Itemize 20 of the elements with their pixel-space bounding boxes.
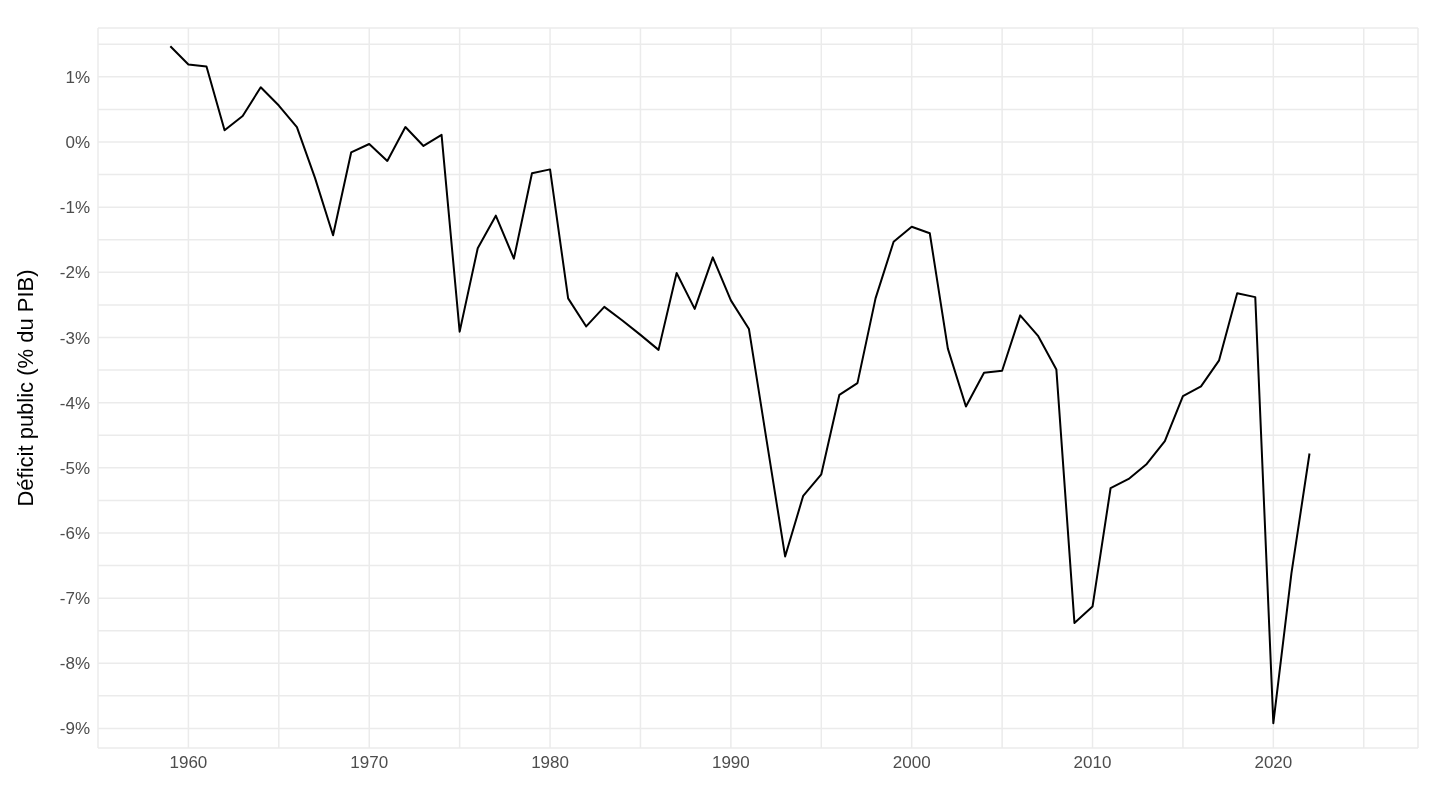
y-tick-label: -8%	[59, 654, 90, 674]
line-series	[169, 45, 1311, 725]
y-tick-label: -7%	[59, 589, 90, 609]
y-tick-label: -4%	[59, 393, 90, 413]
x-tick-label: 1970	[350, 753, 389, 773]
x-tick-label: 1960	[169, 753, 208, 773]
y-tick-label: -1%	[59, 198, 90, 218]
x-tick-label: 1980	[531, 753, 569, 773]
y-tick-label: -5%	[59, 458, 90, 478]
y-tick-label: -9%	[59, 719, 90, 739]
y-tick-label: -2%	[59, 263, 90, 283]
y-axis-title: Déficit public (% du PIB)	[12, 269, 38, 507]
y-tick-label: 0%	[65, 133, 90, 153]
x-tick-label: 2010	[1073, 753, 1112, 773]
x-tick-label: 2020	[1254, 753, 1293, 773]
x-tick-label: 1990	[711, 753, 750, 773]
y-tick-label: -6%	[59, 524, 90, 544]
y-tick-label: 1%	[65, 67, 90, 87]
x-tick-label: 2000	[892, 753, 931, 773]
y-tick-label: -3%	[59, 328, 90, 348]
